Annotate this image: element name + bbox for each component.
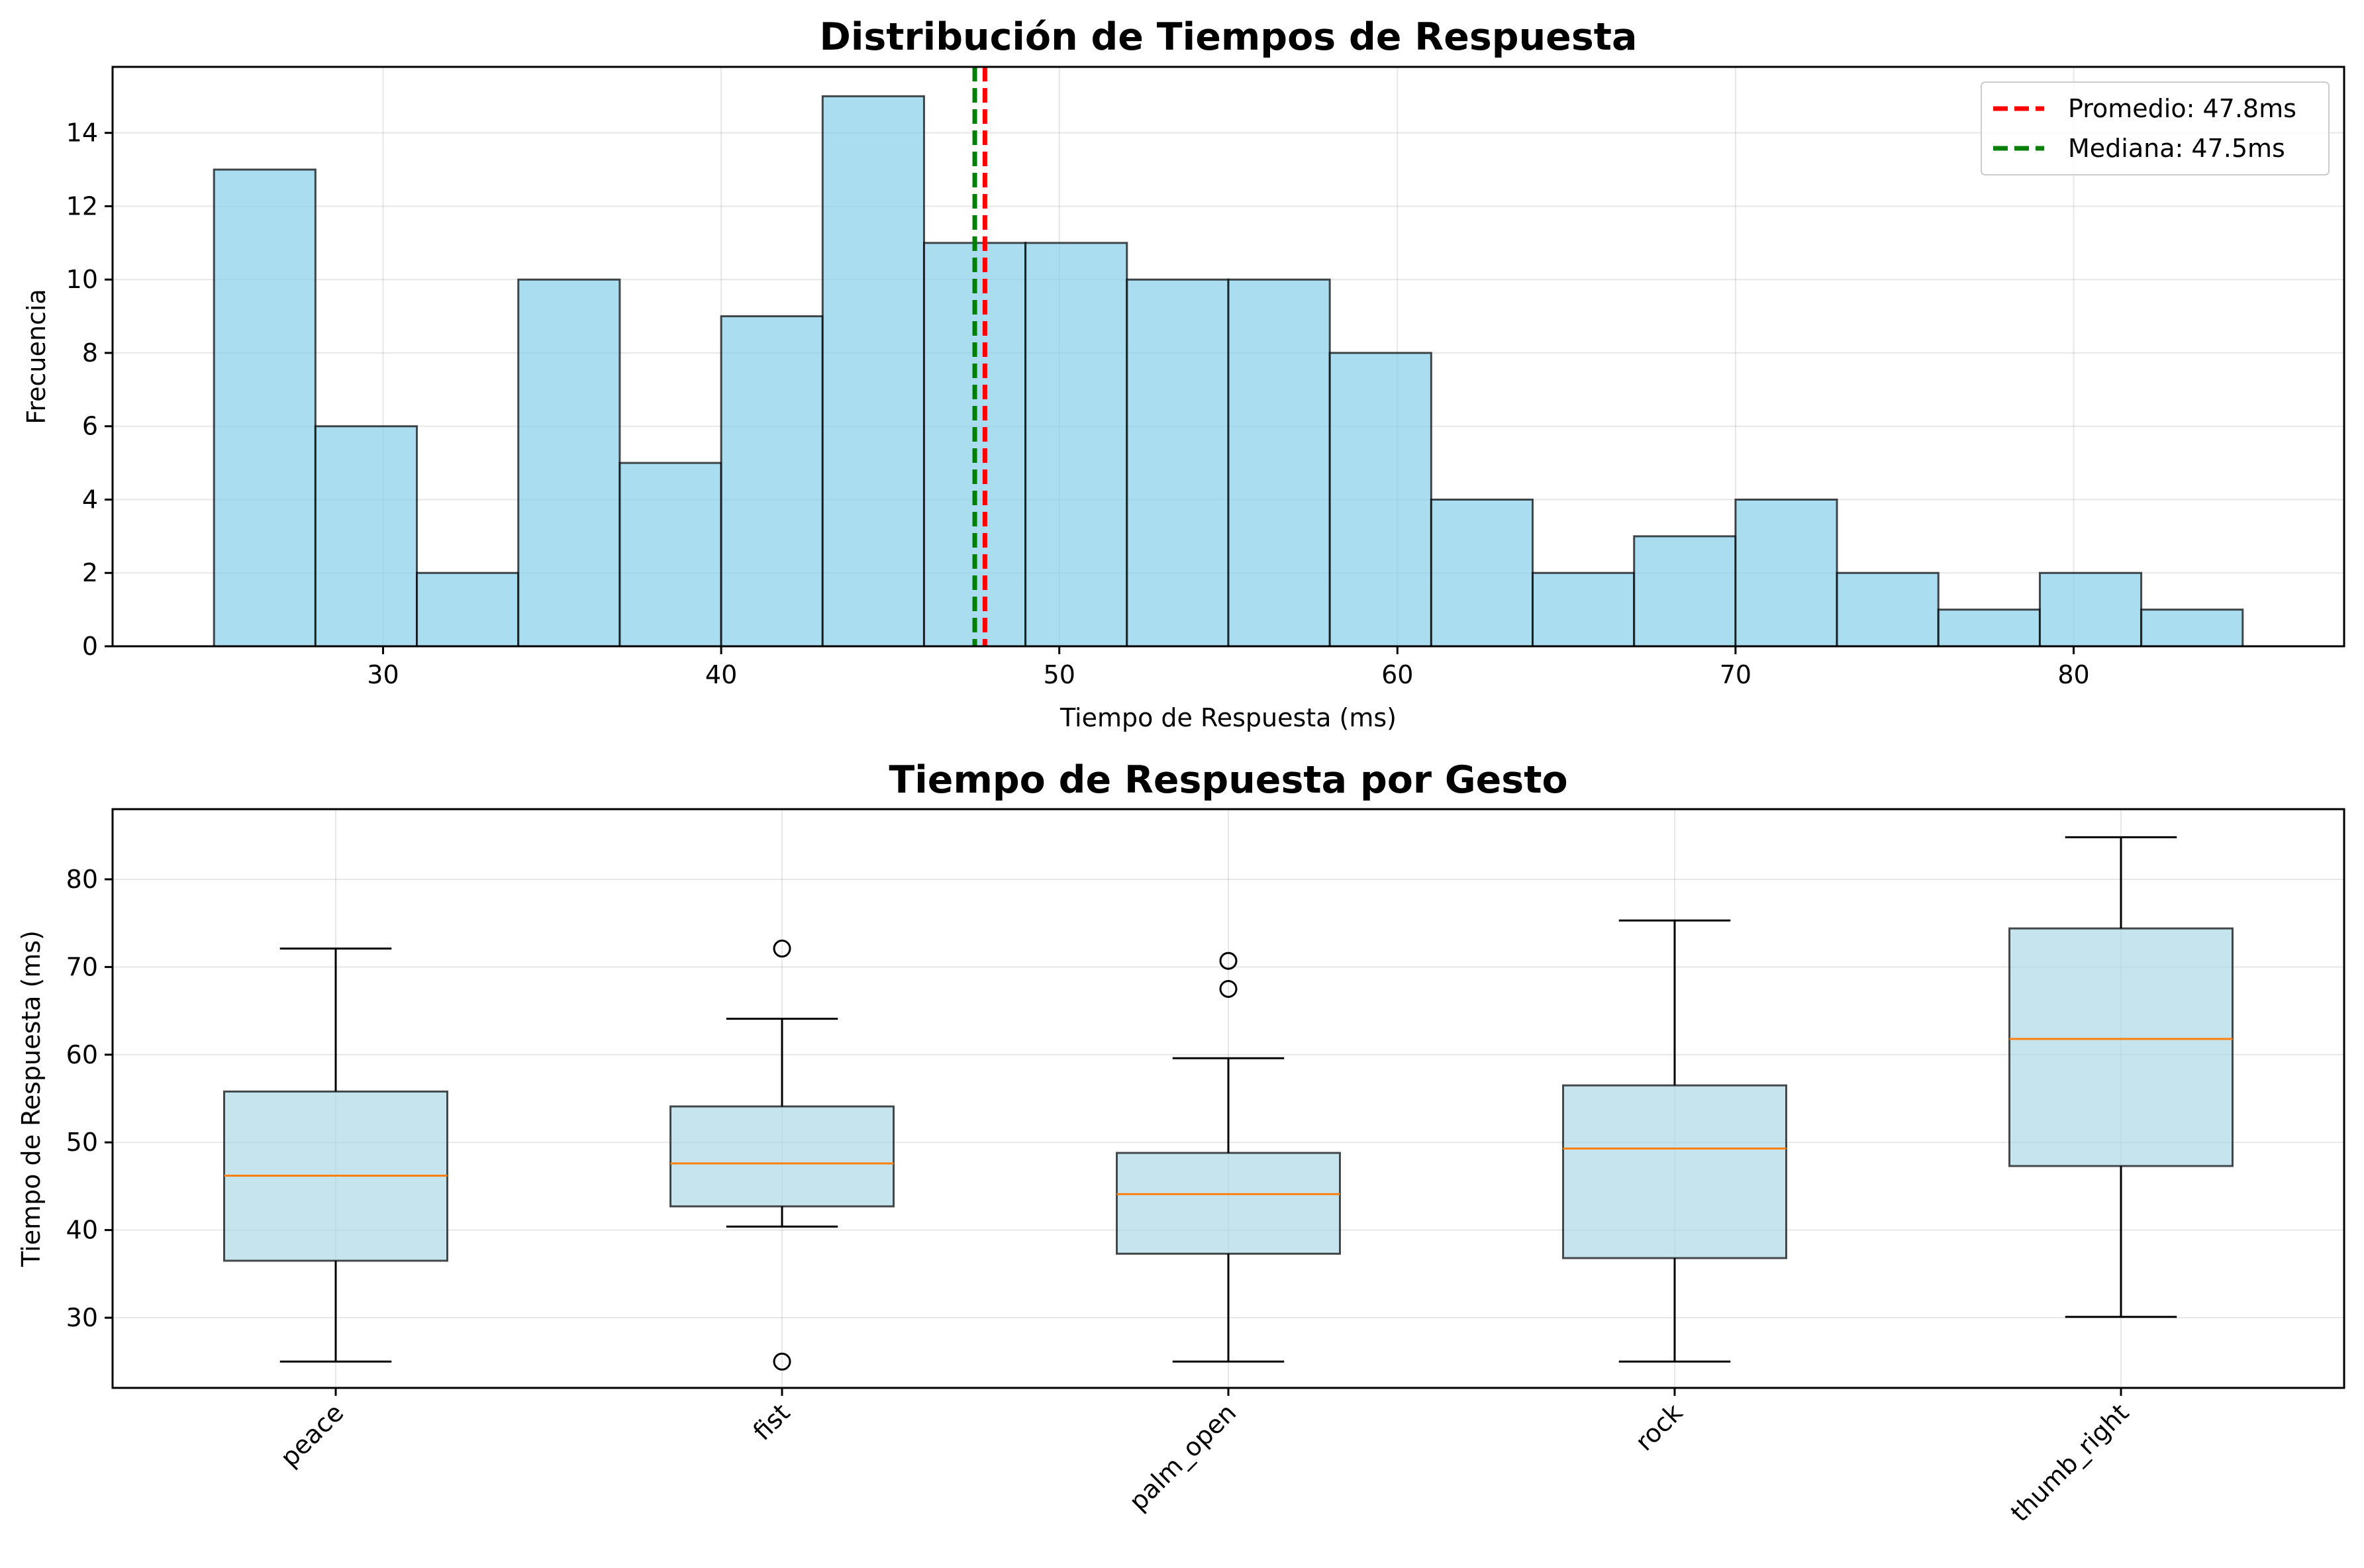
histogram-x-tick-label: 80 [2057, 660, 2089, 689]
histogram-bar [416, 571, 520, 648]
histogram-legend: Promedio: 47.8ms Mediana: 47.5ms [1981, 81, 2330, 175]
histogram-x-tick-label: 40 [705, 660, 737, 689]
histogram-bar [517, 278, 621, 648]
boxplot-box-fist [669, 940, 895, 1371]
histogram-bars [213, 95, 2244, 648]
boxplot-outlier-point [773, 940, 791, 958]
boxplot-iqr-box [2008, 927, 2234, 1167]
histogram-reference-lines [972, 67, 987, 646]
histogram-title: Distribución de Tiempos de Respuesta [820, 15, 1638, 59]
histogram-x-tick-label: 70 [1720, 660, 1751, 689]
histogram-bar [1430, 498, 1534, 648]
boxplot-outlier-point [1219, 979, 1238, 998]
histogram-y-tick-label: 12 [66, 191, 98, 220]
boxplot-iqr-box [669, 1105, 895, 1208]
histogram-y-ticks: 0 2 4 6 8 10 12 14 [66, 119, 113, 661]
boxplot-boxes [223, 836, 2234, 1371]
boxplot-y-axis-label: Tiempo de Respuesta (ms) [17, 930, 46, 1267]
histogram-y-axis-label: Frecuencia [22, 289, 51, 424]
boxplot-y-ticks: 30 40 50 60 70 80 [66, 865, 113, 1332]
histogram-bar [1227, 278, 1331, 648]
histogram-y-tick-label: 2 [82, 558, 98, 587]
histogram-y-tick-label: 8 [82, 338, 98, 368]
histogram-bar [1836, 571, 1940, 648]
histogram-bar [1532, 571, 1636, 648]
boxplot-iqr-box [1116, 1152, 1341, 1255]
boxplot-y-tick-label: 60 [66, 1040, 98, 1069]
boxplot-y-tick-label: 40 [66, 1216, 98, 1245]
legend-box [1981, 81, 2330, 175]
histogram-x-axis-label: Tiempo de Respuesta (ms) [1059, 703, 1397, 732]
histogram-bar [1126, 278, 1230, 648]
histogram-bar [1024, 242, 1128, 648]
histogram-axes-frame [111, 66, 2345, 648]
histogram-bar [821, 95, 925, 648]
histogram-x-ticks: 30 40 50 60 70 80 [367, 646, 2090, 689]
histogram-bar [1937, 609, 2041, 648]
boxplot-y-tick-label: 70 [66, 952, 98, 981]
histogram-bar [1328, 352, 1432, 648]
histogram-bar [2038, 571, 2143, 648]
histogram-y-tick-label: 0 [82, 632, 98, 661]
boxplot-y-tick-label: 50 [66, 1128, 98, 1157]
boxplot-box-rock [1562, 919, 1787, 1363]
histogram-bar [1734, 498, 1838, 648]
legend-label-mediana: Mediana: 47.5ms [2068, 134, 2285, 163]
histogram-y-tick-label: 6 [82, 412, 98, 441]
histogram-bar [213, 168, 317, 648]
boxplot-y-tick-label: 30 [66, 1303, 98, 1332]
legend-label-promedio: Promedio: 47.8ms [2068, 94, 2296, 123]
boxplot-outlier-point [1219, 952, 1238, 970]
histogram-y-tick-label: 10 [66, 265, 98, 294]
histogram-x-tick-label: 50 [1044, 660, 1075, 689]
boxplot-y-tick-label: 80 [66, 865, 98, 894]
boxplot-iqr-box [1562, 1084, 1787, 1259]
boxplot-box-peace [223, 948, 448, 1363]
histogram-y-tick-label: 14 [66, 119, 98, 148]
histogram-y-tick-label: 4 [82, 485, 98, 514]
histogram-bar [720, 315, 824, 648]
boxplot-title: Tiempo de Respuesta por Gesto [889, 758, 1567, 802]
histogram-bar [1633, 535, 1737, 648]
histogram-x-tick-label: 30 [367, 660, 399, 689]
boxplot-box-palm_open [1116, 952, 1341, 1363]
boxplot-box-thumb_right [2008, 836, 2234, 1318]
histogram-bar [2140, 609, 2244, 648]
histogram-panel: 30 40 50 60 70 80 0 2 4 6 8 10 12 14 Distribución de… [22, 15, 2345, 732]
histogram-bar [618, 462, 722, 648]
boxplot-outlier-point [773, 1352, 791, 1371]
histogram-x-tick-label: 60 [1381, 660, 1413, 689]
histogram-bar [314, 425, 419, 648]
